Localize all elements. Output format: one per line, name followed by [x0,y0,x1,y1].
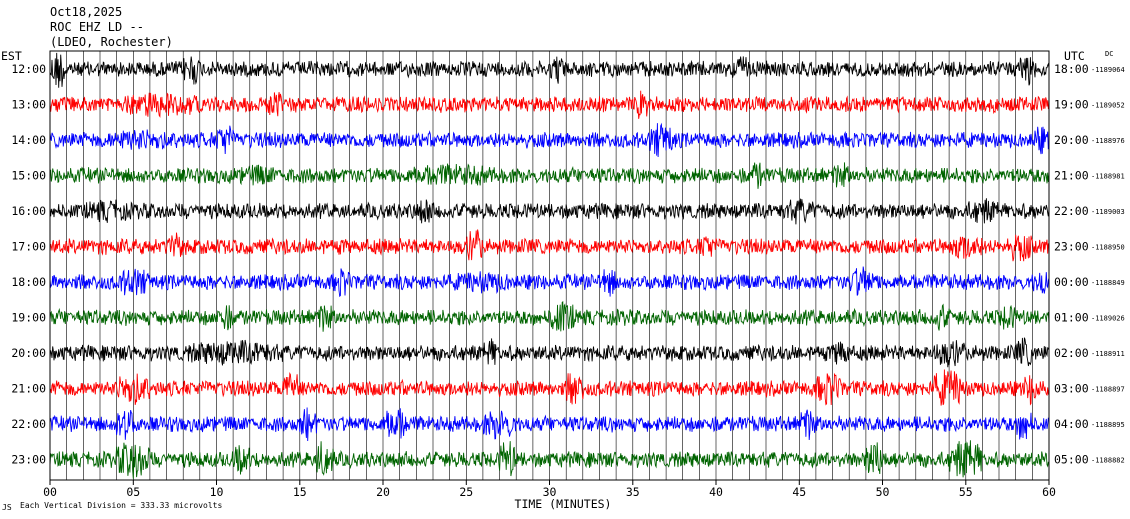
est-hour-label: 22:00 [11,417,46,431]
utc-hour-label: 19:00 [1054,98,1089,112]
x-tick-label: 35 [626,485,640,499]
dc-offset-label: -1188981 [1091,173,1125,181]
x-axis-title: TIME (MINUTES) [515,497,612,511]
dc-offset-labels: -1189064 -1189052 -1188976 -1188981 -1189003… [1091,66,1125,465]
trace-line [49,407,1050,442]
trace-group [49,52,1050,479]
utc-hour-label: 03:00 [1054,382,1089,396]
scale-note: Each Vertical Division = 333.33 microvol… [20,501,222,510]
plot-frame [49,50,1050,481]
right-timezone-label: UTC [1064,49,1085,63]
dc-offset-label: -1188976 [1091,137,1125,145]
trace-line [49,440,1049,479]
utc-hour-labels: 18:00 19:00 20:00 21:00 22:00 23:00 00:00 01:00… [1054,62,1089,467]
header-date: Oct18,2025 [50,5,122,19]
utc-hour-label: 02:00 [1054,346,1089,360]
dc-offset-label: -1188895 [1091,421,1125,429]
trace-line [49,369,1050,406]
dc-offset-label: -1188897 [1091,386,1125,394]
dc-offset-label: -1189064 [1091,66,1125,74]
x-tick-label: 05 [126,485,140,499]
x-tick-label: 00 [43,485,57,499]
x-tick-label: 40 [709,485,723,499]
est-hour-label: 18:00 [11,275,46,289]
x-tick-label: 20 [376,485,390,499]
dc-offset-label: -1189026 [1091,315,1125,323]
trace-line [49,337,1050,368]
header-network: (LDEO, Rochester) [50,35,173,49]
x-tick-label: 15 [293,485,307,499]
dc-offset-label: -1188911 [1091,350,1125,358]
trace-line [49,162,1050,189]
est-hour-label: 15:00 [11,169,46,183]
x-tick-label: 55 [959,485,973,499]
utc-hour-label: 22:00 [1054,204,1089,218]
trace-line [49,198,1050,225]
x-tick-label: 50 [876,485,890,499]
x-tick-label: 30 [543,485,557,499]
est-hour-label: 12:00 [11,62,46,76]
est-hour-label: 20:00 [11,346,46,360]
utc-hour-label: 20:00 [1054,133,1089,147]
x-tick-label: 60 [1042,485,1056,499]
utc-hour-label: 18:00 [1054,62,1089,76]
trace-line [49,90,1050,119]
x-tick-label: 10 [210,485,224,499]
dc-offset-label: -1189003 [1091,208,1125,216]
x-tick-label: 45 [792,485,806,499]
utc-hour-label: 05:00 [1054,453,1089,467]
trace-line [49,300,1050,332]
est-hour-label: 19:00 [11,311,46,325]
utc-hour-label: 01:00 [1054,311,1089,325]
trace-line [49,229,1050,262]
dc-offset-label: -1188849 [1091,279,1125,287]
dc-offset-label: -1188950 [1091,244,1125,252]
trace-line [49,122,1050,158]
logo-mark: JS [2,503,12,512]
est-hour-label: 21:00 [11,382,46,396]
header-station: ROC EHZ LD -- [50,20,144,34]
minute-grid [66,51,1033,480]
x-tick-label: 25 [459,485,473,499]
est-hour-label: 14:00 [11,133,46,147]
dc-offset-label: -1188882 [1091,457,1125,465]
est-hour-label: 16:00 [11,204,46,218]
left-timezone-label: EST [1,49,22,63]
utc-hour-label: 21:00 [1054,169,1089,183]
dc-label: DC [1105,50,1113,58]
utc-hour-label: 00:00 [1054,275,1089,289]
utc-hour-label: 04:00 [1054,417,1089,431]
est-hour-label: 17:00 [11,240,46,254]
dc-offset-label: -1189052 [1091,102,1125,110]
x-axis-ticks: 00 05 10 15 20 25 30 35 40 45 50 55 60 [43,480,1056,499]
est-hour-labels: 12:00 13:00 14:00 15:00 16:00 17:00 18:00 19:00… [11,62,46,467]
est-hour-label: 23:00 [11,453,46,467]
trace-line [49,52,1050,88]
utc-hour-label: 23:00 [1054,240,1089,254]
est-hour-label: 13:00 [11,98,46,112]
trace-line [49,266,1050,298]
